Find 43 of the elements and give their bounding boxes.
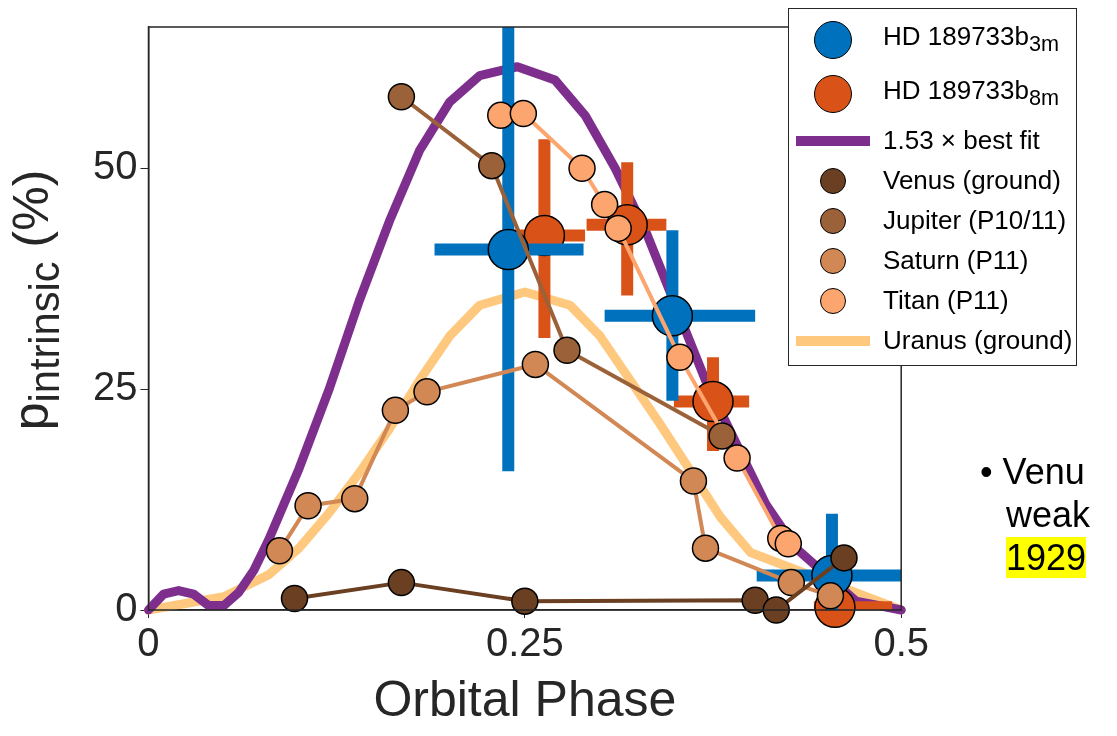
point xyxy=(487,228,530,271)
legend-label: HD 189733b$_{8m}$ xyxy=(883,75,1060,112)
y-tick-label: 25 xyxy=(92,364,138,409)
point xyxy=(553,336,581,365)
point xyxy=(679,467,708,495)
point xyxy=(774,530,803,558)
x-axis-title: Orbital Phase xyxy=(373,670,677,727)
point xyxy=(521,350,550,379)
point xyxy=(387,568,416,597)
point xyxy=(511,587,539,615)
point xyxy=(387,83,416,111)
point xyxy=(413,378,441,406)
point xyxy=(477,151,506,180)
legend-label: Titan (P11) xyxy=(883,285,1009,316)
point xyxy=(723,444,751,472)
point xyxy=(762,596,790,624)
point xyxy=(568,154,596,183)
point xyxy=(666,343,694,372)
legend-label: Saturn (P11) xyxy=(883,245,1029,276)
y-tick-label: 50 xyxy=(92,143,138,188)
point xyxy=(777,568,806,597)
legend-label: HD 189733b$_{3m}$ xyxy=(883,21,1060,58)
point xyxy=(509,99,538,128)
point xyxy=(280,584,309,613)
point xyxy=(590,190,619,219)
legend-label: Uranus (ground) xyxy=(883,325,1073,356)
point xyxy=(830,544,858,572)
x-tick-label: 0.25 xyxy=(485,620,564,665)
x-tick-label: 0.5 xyxy=(873,620,929,665)
legend-label: 1.53 × best fit xyxy=(883,125,1040,156)
text: 1929 xyxy=(1006,537,1087,579)
point xyxy=(294,492,322,520)
legend-label: Venus (ground) xyxy=(883,165,1061,196)
legend-label: Jupiter (P10/11) xyxy=(883,205,1067,236)
y-tick-label: 0 xyxy=(115,585,138,630)
point xyxy=(487,101,515,130)
point xyxy=(708,422,736,450)
text: weak xyxy=(1006,494,1091,536)
text: • Venu xyxy=(980,451,1085,492)
point xyxy=(381,396,410,425)
point xyxy=(265,537,294,565)
point xyxy=(691,534,720,562)
point xyxy=(340,484,369,513)
